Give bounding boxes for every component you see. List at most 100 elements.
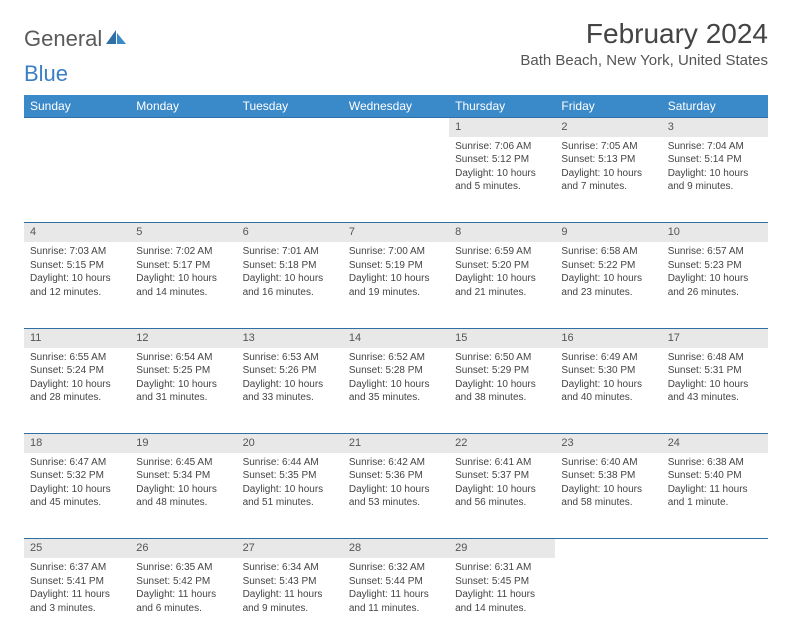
sunset-text: Sunset: 5:20 PM (455, 259, 549, 273)
daylight-text: Daylight: 10 hours and 38 minutes. (455, 378, 549, 405)
day-number-cell: 9 (555, 223, 661, 242)
sunrise-text: Sunrise: 6:59 AM (455, 245, 549, 259)
day-number-cell: 10 (662, 223, 768, 242)
sunrise-text: Sunrise: 6:52 AM (349, 351, 443, 365)
day-cell: Sunrise: 6:35 AMSunset: 5:42 PMDaylight:… (130, 558, 236, 644)
day-cell: Sunrise: 6:52 AMSunset: 5:28 PMDaylight:… (343, 348, 449, 434)
sunset-text: Sunset: 5:44 PM (349, 575, 443, 589)
sunrise-text: Sunrise: 7:00 AM (349, 245, 443, 259)
sunset-text: Sunset: 5:14 PM (668, 153, 762, 167)
sunset-text: Sunset: 5:34 PM (136, 469, 230, 483)
day-cell: Sunrise: 6:50 AMSunset: 5:29 PMDaylight:… (449, 348, 555, 434)
sunset-text: Sunset: 5:26 PM (243, 364, 337, 378)
sunrise-text: Sunrise: 6:48 AM (668, 351, 762, 365)
day-cell (237, 137, 343, 223)
sunrise-text: Sunrise: 6:45 AM (136, 456, 230, 470)
day-number-cell: 28 (343, 539, 449, 558)
daylight-text: Daylight: 10 hours and 51 minutes. (243, 483, 337, 510)
day-cell: Sunrise: 6:49 AMSunset: 5:30 PMDaylight:… (555, 348, 661, 434)
day-number-cell: 12 (130, 328, 236, 347)
day-number-cell: 5 (130, 223, 236, 242)
week-row: Sunrise: 7:06 AMSunset: 5:12 PMDaylight:… (24, 137, 768, 223)
weekday-thursday: Thursday (449, 95, 555, 118)
sunset-text: Sunset: 5:42 PM (136, 575, 230, 589)
weekday-sunday: Sunday (24, 95, 130, 118)
brand-part2: Blue (24, 61, 68, 87)
sail-icon (104, 28, 128, 46)
day-number-cell (555, 539, 661, 558)
day-number-cell (237, 118, 343, 137)
day-cell: Sunrise: 6:41 AMSunset: 5:37 PMDaylight:… (449, 453, 555, 539)
sunset-text: Sunset: 5:29 PM (455, 364, 549, 378)
day-number-cell: 14 (343, 328, 449, 347)
sunrise-text: Sunrise: 6:49 AM (561, 351, 655, 365)
day-number-cell (130, 118, 236, 137)
day-number-cell: 20 (237, 434, 343, 453)
sunrise-text: Sunrise: 6:44 AM (243, 456, 337, 470)
day-number-cell: 17 (662, 328, 768, 347)
day-number-cell: 21 (343, 434, 449, 453)
sunrise-text: Sunrise: 6:38 AM (668, 456, 762, 470)
daylight-text: Daylight: 10 hours and 35 minutes. (349, 378, 443, 405)
day-cell: Sunrise: 6:38 AMSunset: 5:40 PMDaylight:… (662, 453, 768, 539)
sunset-text: Sunset: 5:23 PM (668, 259, 762, 273)
month-title: February 2024 (520, 18, 768, 50)
daylight-text: Daylight: 10 hours and 28 minutes. (30, 378, 124, 405)
sunset-text: Sunset: 5:15 PM (30, 259, 124, 273)
day-number-cell: 26 (130, 539, 236, 558)
day-number-cell: 7 (343, 223, 449, 242)
sunrise-text: Sunrise: 6:34 AM (243, 561, 337, 575)
sunrise-text: Sunrise: 6:50 AM (455, 351, 549, 365)
daylight-text: Daylight: 10 hours and 5 minutes. (455, 167, 549, 194)
daylight-text: Daylight: 10 hours and 58 minutes. (561, 483, 655, 510)
sunrise-text: Sunrise: 6:31 AM (455, 561, 549, 575)
sunset-text: Sunset: 5:40 PM (668, 469, 762, 483)
sunrise-text: Sunrise: 7:02 AM (136, 245, 230, 259)
sunrise-text: Sunrise: 7:05 AM (561, 140, 655, 154)
daylight-text: Daylight: 10 hours and 19 minutes. (349, 272, 443, 299)
day-cell: Sunrise: 6:34 AMSunset: 5:43 PMDaylight:… (237, 558, 343, 644)
day-number-cell: 15 (449, 328, 555, 347)
daylight-text: Daylight: 10 hours and 53 minutes. (349, 483, 443, 510)
sunset-text: Sunset: 5:32 PM (30, 469, 124, 483)
day-cell: Sunrise: 6:55 AMSunset: 5:24 PMDaylight:… (24, 348, 130, 434)
day-number-cell: 27 (237, 539, 343, 558)
daynum-row: 123 (24, 118, 768, 137)
daylight-text: Daylight: 10 hours and 23 minutes. (561, 272, 655, 299)
daylight-text: Daylight: 10 hours and 48 minutes. (136, 483, 230, 510)
day-cell: Sunrise: 6:57 AMSunset: 5:23 PMDaylight:… (662, 242, 768, 328)
day-number-cell: 18 (24, 434, 130, 453)
sunrise-text: Sunrise: 6:40 AM (561, 456, 655, 470)
day-cell: Sunrise: 6:59 AMSunset: 5:20 PMDaylight:… (449, 242, 555, 328)
daylight-text: Daylight: 11 hours and 3 minutes. (30, 588, 124, 615)
day-cell: Sunrise: 6:53 AMSunset: 5:26 PMDaylight:… (237, 348, 343, 434)
day-number-cell: 13 (237, 328, 343, 347)
daylight-text: Daylight: 11 hours and 6 minutes. (136, 588, 230, 615)
sunset-text: Sunset: 5:13 PM (561, 153, 655, 167)
sunrise-text: Sunrise: 7:01 AM (243, 245, 337, 259)
sunrise-text: Sunrise: 7:06 AM (455, 140, 549, 154)
day-cell: Sunrise: 6:42 AMSunset: 5:36 PMDaylight:… (343, 453, 449, 539)
daylight-text: Daylight: 10 hours and 45 minutes. (30, 483, 124, 510)
sunset-text: Sunset: 5:36 PM (349, 469, 443, 483)
weekday-monday: Monday (130, 95, 236, 118)
calendar-table: SundayMondayTuesdayWednesdayThursdayFrid… (24, 95, 768, 644)
daylight-text: Daylight: 11 hours and 9 minutes. (243, 588, 337, 615)
location-text: Bath Beach, New York, United States (520, 52, 768, 69)
day-cell: Sunrise: 6:32 AMSunset: 5:44 PMDaylight:… (343, 558, 449, 644)
sunset-text: Sunset: 5:12 PM (455, 153, 549, 167)
day-number-cell: 16 (555, 328, 661, 347)
day-cell: Sunrise: 7:02 AMSunset: 5:17 PMDaylight:… (130, 242, 236, 328)
day-cell: Sunrise: 7:01 AMSunset: 5:18 PMDaylight:… (237, 242, 343, 328)
sunrise-text: Sunrise: 6:35 AM (136, 561, 230, 575)
day-number-cell: 19 (130, 434, 236, 453)
day-cell (130, 137, 236, 223)
day-number-cell: 11 (24, 328, 130, 347)
daylight-text: Daylight: 10 hours and 31 minutes. (136, 378, 230, 405)
day-number-cell: 3 (662, 118, 768, 137)
day-cell (343, 137, 449, 223)
day-number-cell (343, 118, 449, 137)
daylight-text: Daylight: 11 hours and 11 minutes. (349, 588, 443, 615)
sunset-text: Sunset: 5:22 PM (561, 259, 655, 273)
sunset-text: Sunset: 5:25 PM (136, 364, 230, 378)
